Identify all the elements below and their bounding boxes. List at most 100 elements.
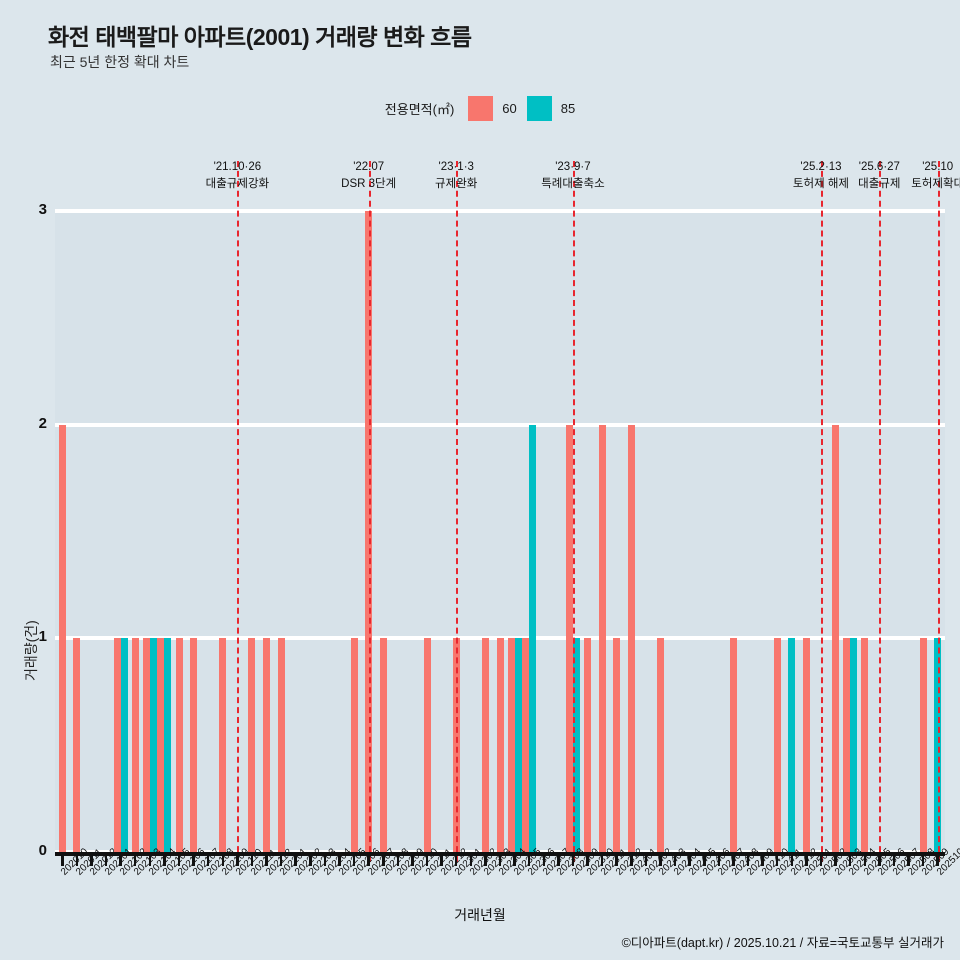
x-axis-tick	[90, 852, 93, 866]
x-axis-tick	[644, 852, 648, 866]
bar-60	[832, 424, 840, 852]
x-axis-tick	[659, 852, 662, 866]
x-axis-tick	[571, 852, 575, 866]
event-label: '23·9·7 특례대출축소	[541, 159, 604, 192]
x-axis-tick	[236, 852, 239, 866]
event-date: '25.6·27	[858, 161, 900, 173]
bar-60	[598, 424, 606, 852]
y-axis-tick-label: 0	[38, 842, 47, 859]
legend-label-60: 60	[502, 101, 517, 116]
legend-label-85: 85	[560, 101, 576, 116]
x-axis-tick	[746, 852, 750, 866]
x-axis-tick	[61, 852, 64, 866]
x-axis-tick	[221, 852, 225, 866]
x-axis-tick	[177, 852, 181, 866]
event-date: '23·9·7	[555, 161, 591, 173]
event-date: '25.2·13	[800, 161, 842, 173]
bar-60	[219, 638, 227, 852]
event-line	[368, 161, 371, 862]
x-axis-tick	[892, 852, 896, 866]
x-axis-tick	[775, 852, 779, 866]
bar-60	[507, 638, 515, 852]
x-axis-tick	[498, 852, 502, 866]
bar-60	[522, 638, 530, 852]
bar-60	[131, 638, 139, 852]
x-axis-tick	[484, 852, 487, 866]
x-axis-tick	[819, 852, 823, 866]
legend-swatch-60	[468, 96, 494, 121]
bar-60	[113, 638, 121, 852]
x-axis-tick	[805, 852, 808, 866]
bar-60	[350, 638, 358, 852]
x-axis-tick	[630, 852, 633, 866]
event-name: DSR 3단계	[341, 177, 397, 190]
x-axis-tick	[294, 852, 297, 866]
x-axis-tick	[848, 852, 852, 866]
event-name: 규제완화	[435, 177, 478, 190]
event-line	[237, 161, 240, 862]
x-axis-tick	[425, 852, 429, 866]
bar-60	[496, 638, 504, 852]
bar-60	[584, 638, 592, 852]
page-subtitle: 최근 5년 한정 확대 차트	[50, 54, 190, 70]
x-axis-title: 거래년월	[454, 907, 506, 923]
bar-60	[73, 638, 81, 852]
x-axis-tick	[148, 852, 152, 866]
x-axis-tick	[673, 852, 677, 866]
event-date: '21.10·26	[213, 161, 262, 173]
x-axis-tick	[206, 852, 210, 866]
bar-60	[190, 638, 198, 852]
x-axis-tick	[790, 852, 794, 866]
x-axis-line: 2020102020112020122021012021022021032021…	[55, 846, 960, 878]
bar-85	[572, 638, 580, 852]
bar-60	[58, 424, 66, 852]
bar-60	[861, 638, 869, 852]
bar-85	[149, 638, 157, 852]
x-axis-tick	[834, 852, 837, 866]
bar-60	[175, 638, 183, 852]
bar-85	[788, 638, 796, 852]
x-axis-tick	[907, 852, 910, 866]
bar-60	[773, 638, 781, 852]
bar-60	[919, 638, 927, 852]
bar-60	[656, 638, 664, 852]
x-axis-tick	[279, 852, 283, 866]
event-label: '25.10 토허제확대	[911, 159, 960, 192]
y-axis-tick-label: 1	[38, 628, 47, 646]
x-axis-tick	[75, 852, 79, 866]
event-line	[937, 161, 940, 862]
x-axis-tick	[615, 852, 618, 866]
x-axis-tick	[352, 852, 356, 866]
x-axis-tick	[104, 852, 108, 866]
x-axis-tick	[338, 852, 341, 866]
bar-60	[423, 638, 431, 852]
event-line	[456, 161, 459, 862]
event-label: '25.2·13 토허제 해제	[793, 159, 849, 192]
x-axis-tick	[440, 852, 443, 866]
bar-60	[142, 638, 150, 852]
x-axis-tick	[557, 852, 560, 866]
event-name: 대출규제	[858, 177, 901, 190]
page-title: 화전 태백팔마 아파트(2001) 거래량 변화 흐름	[48, 24, 472, 50]
x-axis-tick	[309, 852, 312, 866]
x-axis-tick	[454, 852, 458, 866]
x-axis-tick	[761, 852, 764, 866]
x-axis-tick	[688, 852, 691, 866]
event-name: 토허제확대	[911, 177, 960, 190]
x-axis-tick	[703, 852, 706, 866]
gridline	[55, 209, 945, 213]
bar-85	[850, 638, 858, 852]
x-axis-tick	[382, 852, 385, 866]
event-line	[572, 161, 575, 862]
bar-60	[157, 638, 165, 852]
bar-85	[164, 638, 172, 852]
x-axis-tick	[936, 852, 939, 866]
x-axis-tick	[863, 852, 866, 866]
x-axis-tick	[192, 852, 195, 866]
x-axis-tick	[396, 852, 400, 866]
event-name: 토허제 해제	[792, 177, 850, 190]
legend-title: 전용면적(㎡)	[384, 102, 455, 117]
bar-60	[263, 638, 271, 852]
event-label: '23·1·3 규제완화	[435, 159, 477, 192]
